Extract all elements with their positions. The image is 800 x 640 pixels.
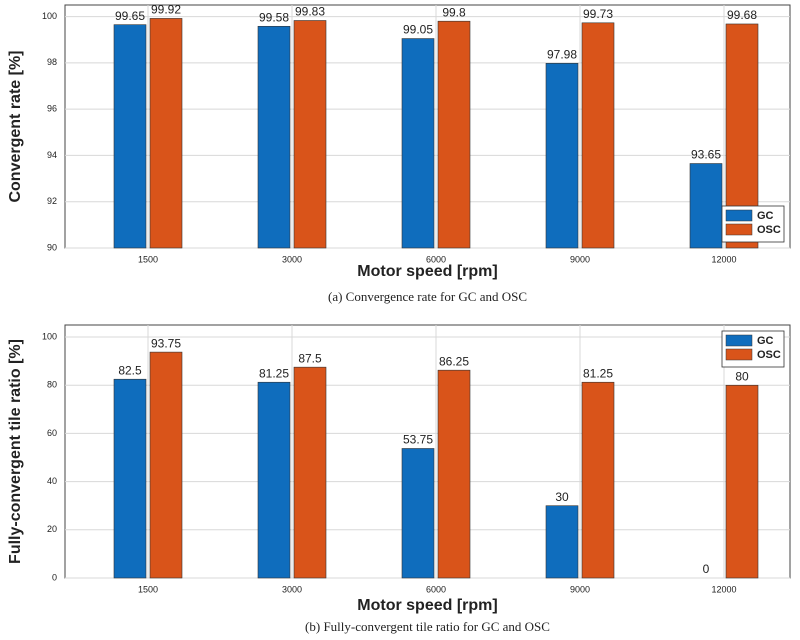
value-label: 93.75 bbox=[151, 336, 181, 350]
x-tick-label: 3000 bbox=[282, 254, 302, 264]
x-tick-label: 12000 bbox=[711, 584, 736, 594]
x-axis-title: Motor speed [rpm] bbox=[357, 597, 497, 614]
bar bbox=[149, 351, 183, 579]
x-tick-label: 6000 bbox=[426, 254, 446, 264]
y-tick-label: 94 bbox=[47, 150, 57, 160]
value-label: 99.65 bbox=[115, 9, 145, 23]
caption: (b) Fully-convergent tile ratio for GC a… bbox=[305, 619, 550, 634]
x-tick-label: 9000 bbox=[570, 254, 590, 264]
bar bbox=[545, 63, 579, 249]
bar bbox=[113, 24, 147, 249]
y-axis-title: Convergent rate [%] bbox=[7, 50, 24, 202]
bar bbox=[401, 448, 435, 579]
y-tick-label: 60 bbox=[47, 428, 57, 438]
value-label: 99.73 bbox=[583, 7, 613, 21]
x-tick-label: 6000 bbox=[426, 584, 446, 594]
legend-swatch bbox=[725, 223, 753, 236]
legend-label: GC bbox=[757, 335, 774, 347]
value-label: 0 bbox=[703, 562, 710, 576]
value-label: 93.65 bbox=[691, 148, 721, 162]
bar bbox=[149, 18, 183, 249]
legend-swatch bbox=[725, 348, 753, 361]
value-label: 86.25 bbox=[439, 354, 469, 368]
legend-label: GC bbox=[757, 210, 774, 222]
bar bbox=[725, 384, 759, 579]
y-tick-label: 90 bbox=[47, 242, 57, 252]
y-tick-label: 96 bbox=[47, 104, 57, 114]
bar bbox=[689, 163, 723, 249]
bar bbox=[401, 38, 435, 249]
value-label: 82.5 bbox=[118, 363, 142, 377]
x-tick-label: 9000 bbox=[570, 584, 590, 594]
bar bbox=[293, 366, 327, 579]
y-tick-label: 40 bbox=[47, 476, 57, 486]
value-label: 99.58 bbox=[259, 10, 289, 24]
legend-label: OSC bbox=[757, 349, 781, 361]
value-label: 53.75 bbox=[403, 433, 433, 447]
bar bbox=[257, 381, 291, 579]
value-label: 97.98 bbox=[547, 47, 577, 61]
bar bbox=[293, 20, 327, 249]
value-label: 87.5 bbox=[298, 351, 322, 365]
value-label: 99.92 bbox=[151, 3, 181, 17]
bar bbox=[437, 20, 471, 249]
y-tick-label: 92 bbox=[47, 196, 57, 206]
value-label: 80 bbox=[735, 369, 749, 383]
bar bbox=[113, 378, 147, 579]
x-tick-label: 1500 bbox=[138, 584, 158, 594]
caption: (a) Convergence rate for GC and OSC bbox=[328, 289, 527, 304]
value-label: 99.68 bbox=[727, 8, 757, 22]
bar bbox=[437, 369, 471, 579]
value-label: 99.83 bbox=[295, 5, 325, 19]
bar bbox=[545, 505, 579, 579]
x-tick-label: 1500 bbox=[138, 254, 158, 264]
x-tick-label: 12000 bbox=[711, 254, 736, 264]
value-label: 81.25 bbox=[259, 366, 289, 380]
bar bbox=[257, 25, 291, 249]
value-label: 81.25 bbox=[583, 366, 613, 380]
y-tick-label: 20 bbox=[47, 524, 57, 534]
value-label: 30 bbox=[555, 490, 569, 504]
y-tick-label: 80 bbox=[47, 380, 57, 390]
x-tick-label: 3000 bbox=[282, 584, 302, 594]
legend-swatch bbox=[725, 334, 753, 347]
legend-swatch bbox=[725, 209, 753, 222]
bar bbox=[581, 22, 615, 249]
x-axis-title: Motor speed [rpm] bbox=[357, 263, 497, 280]
y-tick-label: 100 bbox=[42, 331, 57, 341]
value-label: 99.05 bbox=[403, 23, 433, 37]
y-tick-label: 98 bbox=[47, 57, 57, 67]
y-tick-label: 100 bbox=[42, 11, 57, 21]
y-tick-label: 0 bbox=[52, 572, 57, 582]
value-label: 99.8 bbox=[442, 5, 466, 19]
legend-label: OSC bbox=[757, 224, 781, 236]
y-axis-title: Fully-convergent tile ratio [%] bbox=[7, 339, 24, 564]
bar bbox=[581, 381, 615, 579]
